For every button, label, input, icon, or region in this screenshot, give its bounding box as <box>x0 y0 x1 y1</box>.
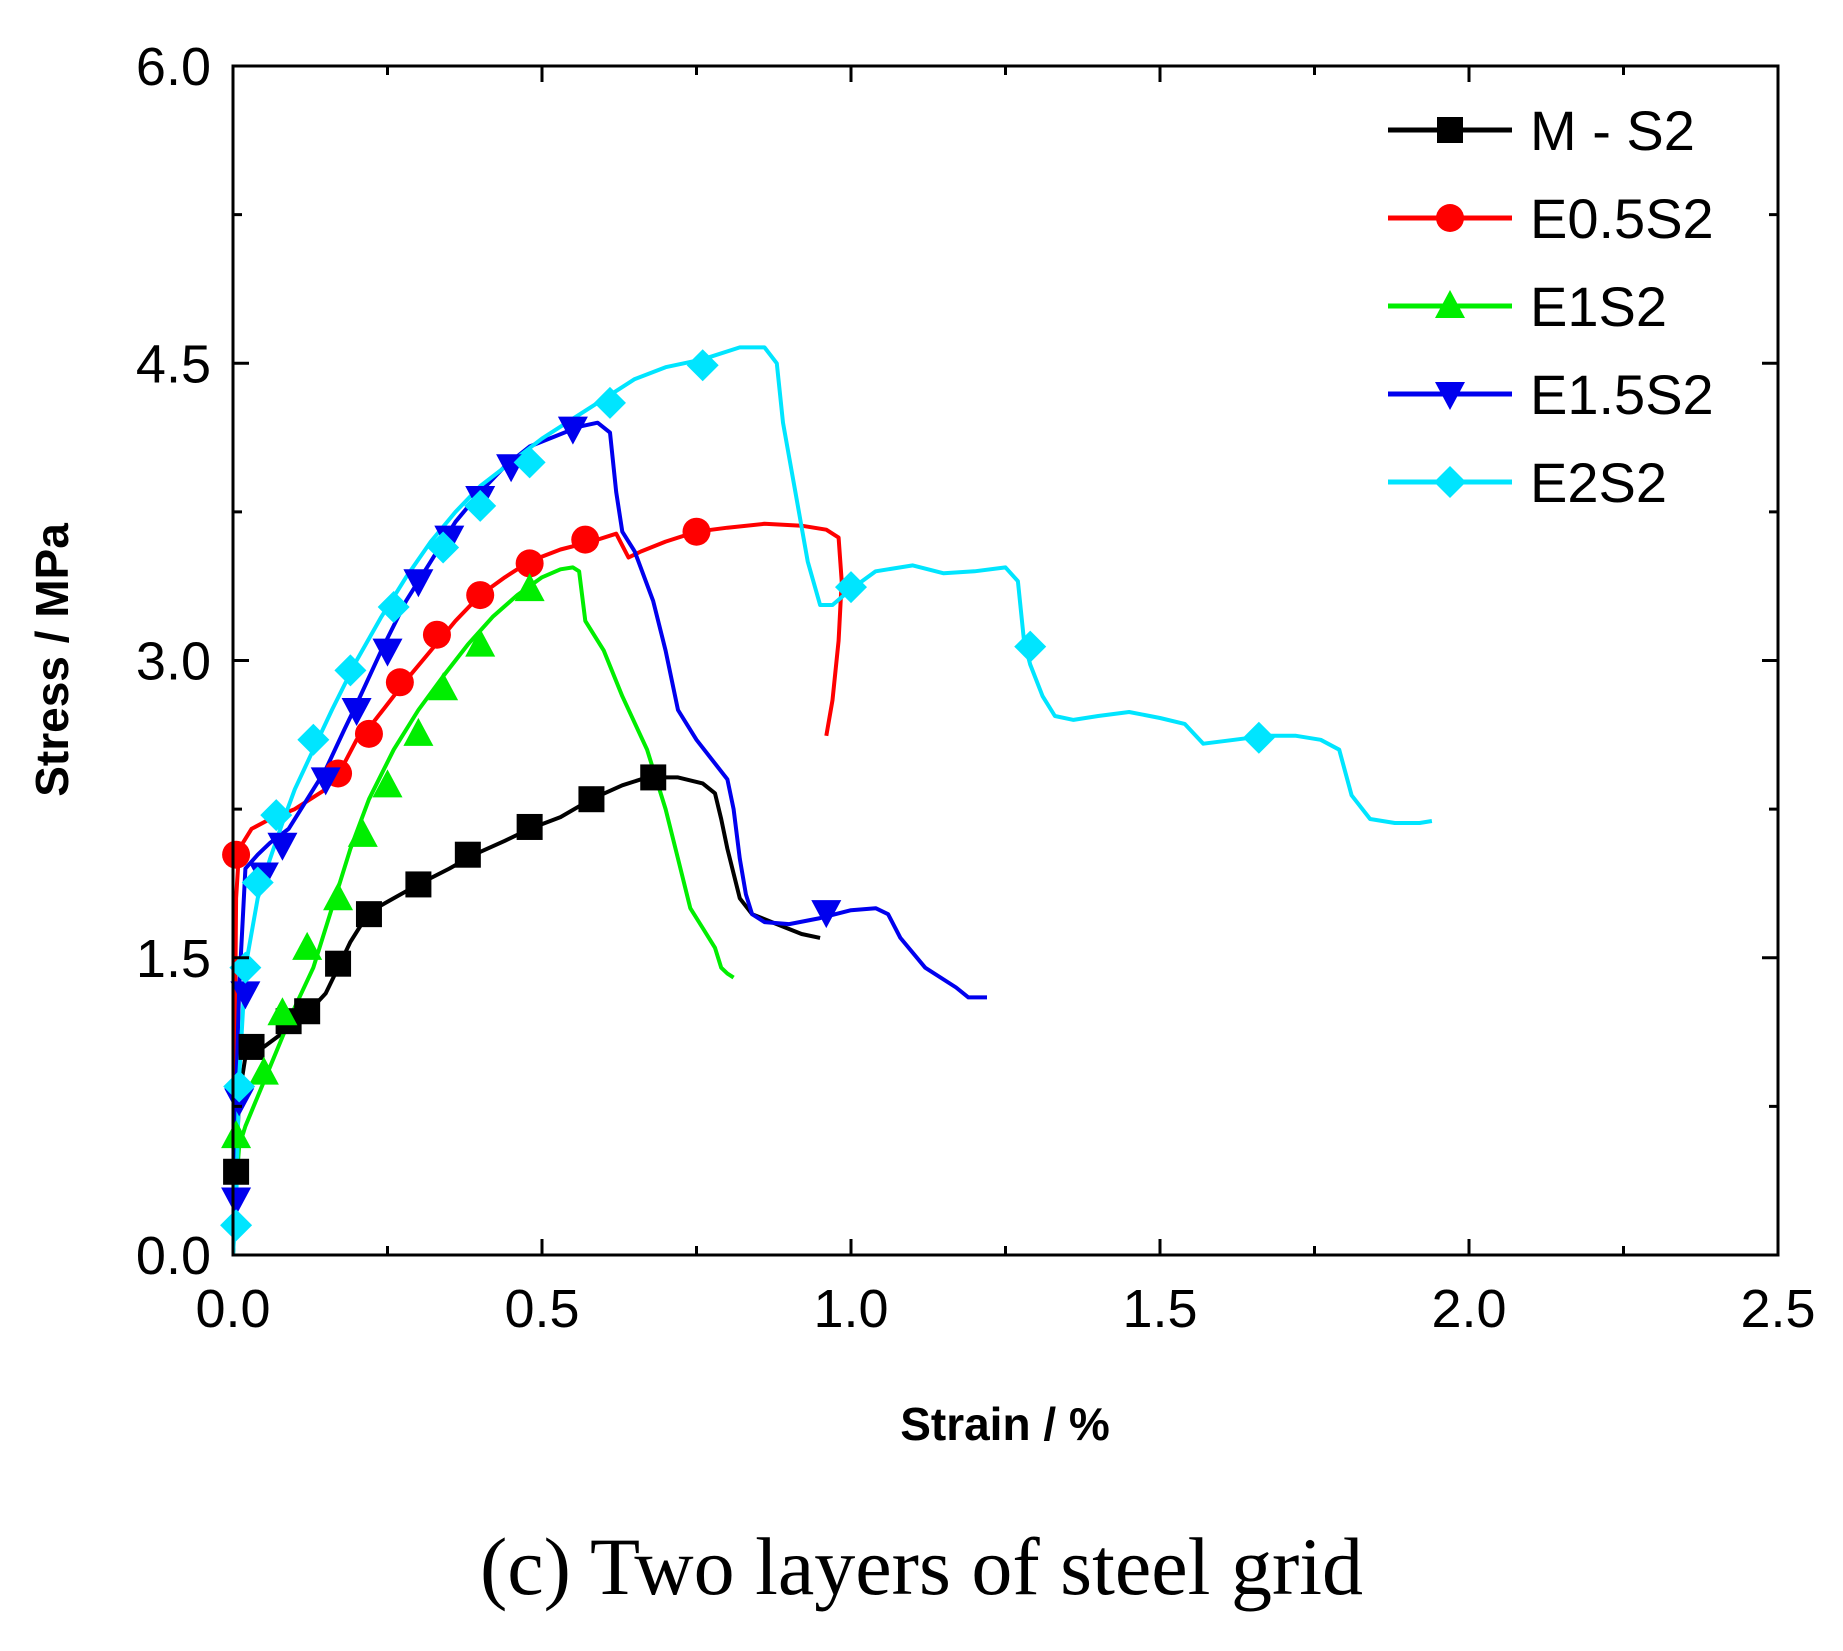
data-point-e0-5s2 <box>515 549 544 578</box>
data-point-e0-5s2 <box>222 840 251 869</box>
data-point-e2s2 <box>513 446 546 479</box>
data-point-e1s2 <box>403 717 434 746</box>
data-point-e1-5s2 <box>230 981 261 1010</box>
data-point-e2s2 <box>220 1209 253 1242</box>
y-tick-label: 4.5 <box>136 334 211 394</box>
y-tick-label: 3.0 <box>136 632 211 692</box>
x-tick-label: 0.5 <box>504 1279 579 1339</box>
y-tick-label: 6.0 <box>136 37 211 97</box>
legend-marker-e1-5s2 <box>1435 382 1465 410</box>
data-point-m-s2 <box>578 786 605 813</box>
data-point-e1s2 <box>248 1056 279 1085</box>
data-point-e2s2 <box>297 723 330 756</box>
series-layer <box>233 345 1433 1255</box>
data-point-e1-5s2 <box>372 638 403 667</box>
data-point-e1s2 <box>465 628 496 657</box>
legend-label-e2s2: E2S2 <box>1530 451 1667 514</box>
legend-label-e0-5s2: E0.5S2 <box>1530 187 1714 250</box>
x-tick-label: 1.5 <box>1122 1279 1197 1339</box>
data-point-e0-5s2 <box>682 517 711 546</box>
data-point-e1s2 <box>292 931 323 960</box>
data-point-m-s2 <box>405 871 432 898</box>
data-point-e1s2 <box>514 573 545 602</box>
data-point-e2s2 <box>593 386 626 419</box>
y-tick-label: 1.5 <box>136 929 211 989</box>
legend-label-m-s2: M - S2 <box>1530 99 1695 162</box>
data-point-e1s2 <box>428 672 459 701</box>
data-point-e1s2 <box>347 818 378 847</box>
data-point-e1-5s2 <box>403 569 434 598</box>
series-line-e1-5s2 <box>233 420 987 1255</box>
y-axis-title: Stress / MPa <box>26 523 78 797</box>
data-point-e0-5s2 <box>385 668 414 697</box>
y-tick-label: 0.0 <box>136 1226 211 1286</box>
x-tick-label: 2.5 <box>1740 1279 1815 1339</box>
data-point-m-s2 <box>454 841 481 868</box>
data-point-m-s2 <box>238 1033 265 1060</box>
data-point-e0-5s2 <box>422 620 451 649</box>
x-tick-label: 0.0 <box>195 1279 270 1339</box>
x-axis-title: Strain / % <box>900 1398 1110 1450</box>
data-point-e0-5s2 <box>571 525 600 554</box>
data-point-m-s2 <box>355 901 382 928</box>
data-point-e2s2 <box>377 590 410 623</box>
data-point-e1s2 <box>267 997 298 1026</box>
markers-layer <box>220 349 1275 1242</box>
data-point-e2s2 <box>229 951 262 984</box>
data-point-e2s2 <box>427 531 460 564</box>
legend-marker-e2s2 <box>1434 466 1466 498</box>
legend-label-e1-5s2: E1.5S2 <box>1530 363 1714 426</box>
legend-marker-e0-5s2 <box>1436 204 1464 232</box>
series-line-e1s2 <box>233 565 735 1255</box>
x-tick-label: 1.0 <box>813 1279 888 1339</box>
data-point-m-s2 <box>294 998 321 1025</box>
stress-strain-chart: 0.0 0.5 1.0 1.5 2.0 2.5 0.0 1.5 3.0 4.5 6.0 Strain… <box>26 37 1816 1450</box>
data-point-e2s2 <box>260 799 293 832</box>
data-point-m-s2 <box>640 764 667 791</box>
data-point-e2s2 <box>686 349 719 382</box>
ticks-layer: 0.0 0.5 1.0 1.5 2.0 2.5 0.0 1.5 3.0 4.5 6.0 <box>136 37 1816 1339</box>
data-point-e2s2 <box>241 866 274 899</box>
data-point-e1-5s2 <box>811 900 842 929</box>
legend-label-e1s2: E1S2 <box>1530 275 1667 338</box>
data-point-e2s2 <box>1242 721 1275 754</box>
data-point-e1-5s2 <box>267 832 298 861</box>
data-point-e1-5s2 <box>341 698 372 727</box>
data-point-e1-5s2 <box>310 767 341 796</box>
data-point-e1-5s2 <box>221 1187 252 1216</box>
data-point-e2s2 <box>1014 630 1047 663</box>
data-point-m-s2 <box>325 950 352 977</box>
figure-caption: (c) Two layers of steel grid <box>479 1521 1364 1612</box>
series-line-m-s2 <box>233 775 821 1255</box>
data-point-m-s2 <box>516 813 543 840</box>
x-tick-label: 2.0 <box>1431 1279 1506 1339</box>
data-point-e1s2 <box>221 1120 252 1149</box>
data-point-e2s2 <box>835 571 867 604</box>
data-point-e1s2 <box>372 769 403 798</box>
data-point-e2s2 <box>223 1070 256 1103</box>
data-point-e0-5s2 <box>466 581 495 610</box>
data-point-e0-5s2 <box>354 719 383 748</box>
legend: M - S2 E0.5S2 E1S2 E1.5S2 E2S2 <box>1388 99 1714 514</box>
legend-marker-m-s2 <box>1437 117 1463 143</box>
data-point-e1-5s2 <box>557 416 588 445</box>
data-point-m-s2 <box>223 1158 250 1185</box>
series-line-e0-5s2 <box>233 521 844 1255</box>
series-line-e2s2 <box>233 345 1433 1255</box>
legend-marker-e1s2 <box>1435 290 1465 318</box>
data-point-e2s2 <box>334 654 367 687</box>
data-point-e1s2 <box>323 882 354 911</box>
data-point-e2s2 <box>464 489 497 522</box>
